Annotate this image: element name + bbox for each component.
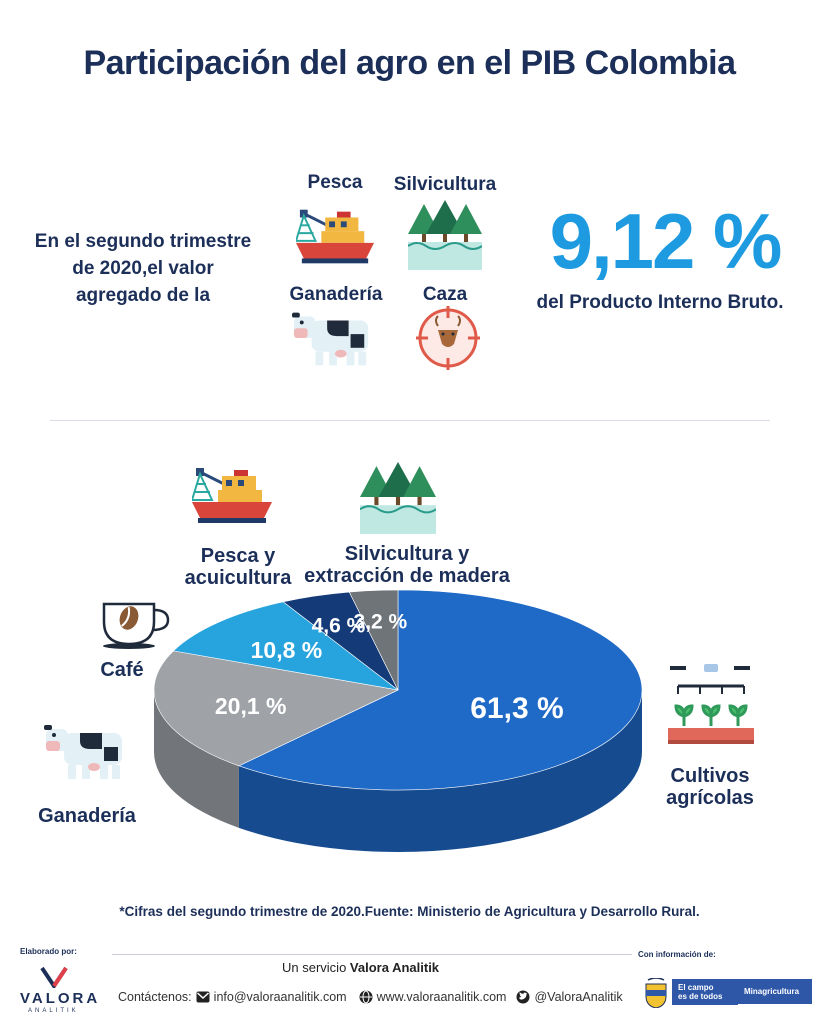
service-line: Un servicio Valora Analitik: [282, 960, 440, 975]
category-label-silvicultura: Silvicultura y extracción de madera: [304, 543, 510, 587]
pie-labels: 61,3 % 20,1 % 10,8 %4,6 %3,2 %: [215, 610, 564, 725]
website-link[interactable]: www.valoraanalitik.com: [376, 990, 507, 1004]
pie-slice-cultivos-agricolas: [238, 589, 643, 791]
pib-share-value: 9,12 %: [549, 197, 783, 285]
pie-slice-silvicultura-y-extraccion-de-madera: [348, 589, 399, 691]
pie-value-label-ganaderia: 20,1 %: [215, 693, 287, 719]
partner-minagricultura-badge: Minagricultura: [736, 979, 812, 1004]
pie-value-label-cultivos-agricolas: 61,3 %: [470, 692, 563, 725]
category-label-cultivos: Cultivos agrícolas: [666, 765, 754, 809]
label-ganaderia: Ganadería: [289, 284, 383, 305]
valora-logo-text: VALORA: [20, 990, 101, 1007]
coffee-cup-icon: [102, 602, 170, 649]
fishing-boat-icon: [296, 209, 374, 264]
page-title: Participación del agro en el PIB Colombi…: [83, 44, 736, 82]
info-source-label: Con información de:: [638, 950, 716, 959]
intro-line-1: En el segundo trimestre: [34, 231, 252, 252]
pie-slice-cafe: [172, 601, 399, 691]
pie-tops: [153, 589, 643, 791]
fishing-boat-icon: [192, 468, 272, 523]
hunting-target-icon: [416, 306, 480, 370]
label-silvicultura: Silvicultura: [393, 174, 497, 195]
made-by-label: Elaborado por:: [20, 947, 77, 956]
label-caza: Caza: [422, 284, 468, 305]
section-divider: [50, 420, 770, 421]
intro-text: En el segundo trimestre de 2020,el valor…: [8, 228, 278, 309]
pie-value-label-pesca-y-acuicultura: 4,6 %: [312, 614, 366, 637]
globe-icon: [359, 990, 373, 1004]
twitter-icon: [516, 990, 530, 1004]
email-icon: [196, 991, 210, 1003]
valora-logo-mark-icon: [40, 966, 68, 988]
partner-el-campo-badge: El campo es de todos: [672, 979, 738, 1005]
cow-icon: [292, 312, 369, 366]
intro-line-2: de 2020,el valor: [72, 258, 214, 279]
pie-side-cultivos-agricolas: [238, 690, 642, 852]
label-pesca: Pesca: [307, 172, 363, 193]
pie-chart: 61,3 % 20,1 % 10,8 %4,6 %3,2 %: [153, 589, 643, 852]
twitter-handle[interactable]: @ValoraAnalitik: [534, 990, 623, 1004]
email-link[interactable]: info@valoraanalitik.com: [213, 990, 347, 1004]
footer-rule: [112, 954, 632, 955]
forest-icon: [360, 462, 436, 534]
contact-row: Contáctenos: info@valoraanalitik.com www…: [118, 990, 623, 1004]
intro-line-3: agregado de la: [75, 285, 211, 306]
pie-value-label-silvicultura-y-extraccion-de-madera: 3,2 %: [354, 610, 408, 633]
cow-icon: [44, 725, 122, 779]
category-label-pesca: Pesca y acuicultura: [184, 545, 292, 589]
pib-share-caption: del Producto Interno Bruto.: [536, 292, 784, 313]
pie-sides: [154, 690, 642, 852]
pie-side-ganaderia: [154, 690, 239, 828]
category-label-ganaderia: Ganadería: [38, 805, 136, 827]
crops-irrigation-icon: [668, 664, 754, 744]
valora-logo-subtext: ANALITIK: [28, 1008, 79, 1014]
colombia-coat-of-arms-icon: [645, 978, 667, 1008]
source-footnote: *Cifras del segundo trimestre de 2020.Fu…: [119, 904, 700, 919]
contacts-label: Contáctenos:: [118, 990, 192, 1004]
forest-icon: [408, 200, 482, 270]
category-label-cafe: Café: [100, 659, 144, 681]
pie-value-label-cafe: 10,8 %: [251, 637, 323, 663]
